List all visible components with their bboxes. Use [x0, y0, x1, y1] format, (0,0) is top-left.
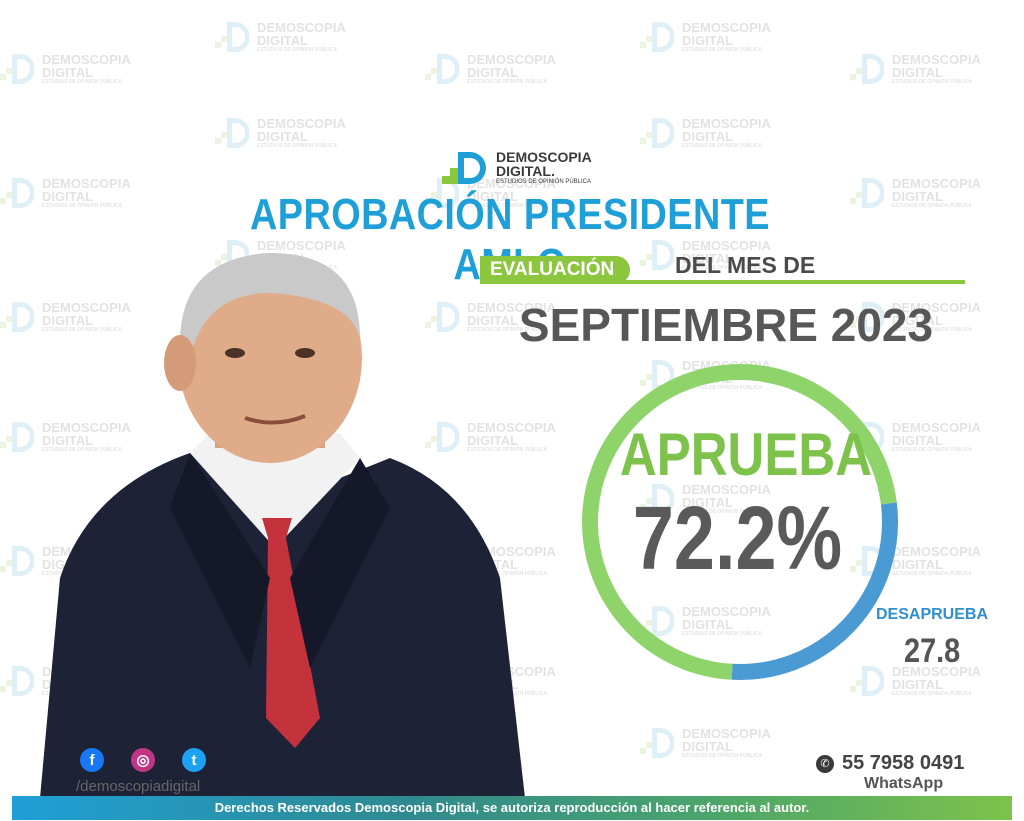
whatsapp-icon: ✆ [816, 754, 834, 773]
logo-mark-icon [442, 152, 486, 184]
watermark-logo-icon [850, 54, 884, 84]
watermark-logo-icon [0, 302, 34, 332]
watermark-logo-icon [640, 118, 674, 148]
disapprove-label: DESAPRUEBA [876, 606, 989, 623]
watermark-logo-icon [215, 118, 249, 148]
watermark-logo-icon [850, 666, 884, 696]
watermark-logo-icon [640, 22, 674, 52]
copyright-footer: Derechos Reservados Demoscopia Digital, … [12, 796, 1012, 820]
phone-number: 55 7958 0491 [842, 752, 965, 774]
watermark-logo-icon [640, 484, 674, 514]
approve-label: APRUEBA [619, 421, 873, 488]
donut-slice-aprueba [582, 364, 897, 680]
watermark-logo-icon [640, 728, 674, 758]
watermark-logo-icon [640, 240, 674, 270]
month-label: SEPTIEMBRE 2023 [518, 299, 934, 351]
logo-tagline: ESTUDIOS DE OPINIÓN PÚBLICA [496, 179, 592, 185]
watermark-logo-icon [425, 302, 459, 332]
phone-contact[interactable]: ✆ 55 7958 0491 [816, 752, 964, 775]
watermark-logo-icon [850, 302, 884, 332]
social-links: f ◎ t [80, 748, 206, 772]
facebook-icon[interactable]: f [80, 748, 104, 772]
watermark-logo-icon [0, 666, 34, 696]
twitter-icon[interactable]: t [182, 748, 206, 772]
approve-value: 72.2% [632, 489, 843, 589]
watermark-logo-icon [0, 422, 34, 452]
watermark-logo-icon [425, 178, 459, 208]
page-title: APROBACIÓN PRESIDENTE AMLO [250, 190, 770, 289]
disapprove-value: 27.8 [904, 632, 961, 670]
evaluation-badge: EVALUACIÓN [480, 256, 630, 284]
watermark-logo-icon [425, 422, 459, 452]
watermark-logo-icon [0, 546, 34, 576]
social-handle[interactable]: /demoscopiadigital [76, 778, 201, 795]
instagram-icon[interactable]: ◎ [131, 748, 155, 772]
watermark-logo-icon [850, 178, 884, 208]
president-photo [40, 253, 525, 798]
watermark-logo-icon [425, 54, 459, 84]
watermark-logo-icon [0, 178, 34, 208]
logo-name-line1: DEMOSCOPIA [496, 149, 592, 165]
brand-logo: DEMOSCOPIA DIGITAL. ESTUDIOS DE OPINIÓN … [442, 148, 592, 188]
evaluation-underline [480, 280, 965, 284]
logo-name-line2: DIGITAL. [496, 163, 555, 179]
watermark-logo-icon [215, 22, 249, 52]
logo-text: DEMOSCOPIA DIGITAL. ESTUDIOS DE OPINIÓN … [496, 150, 592, 186]
whatsapp-label: WhatsApp [864, 775, 944, 792]
approval-donut-chart [582, 364, 898, 680]
donut-slice-desaprueba [731, 502, 898, 680]
del-mes-label: DEL MES DE [675, 252, 816, 278]
watermark-logo-icon [0, 54, 34, 84]
